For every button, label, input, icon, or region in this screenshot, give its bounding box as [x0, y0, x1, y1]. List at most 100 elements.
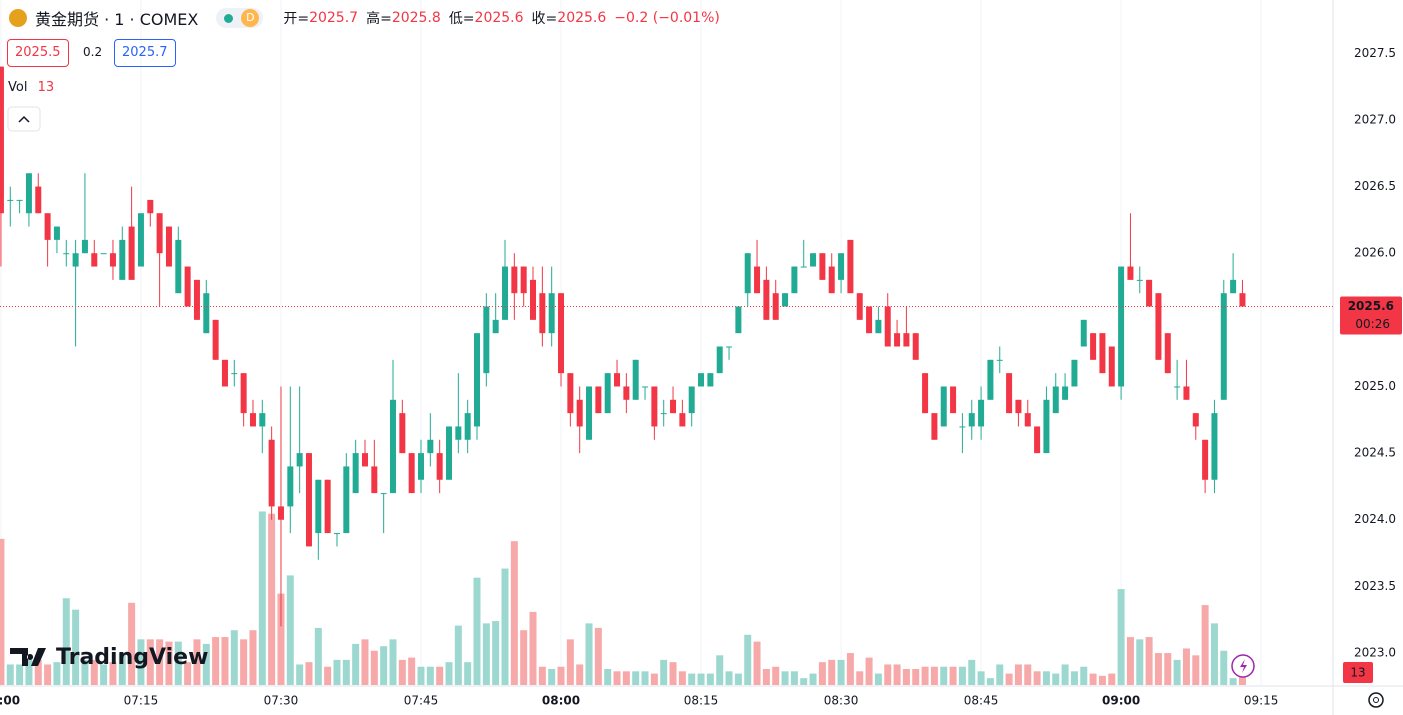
- volume-bar: [1033, 671, 1041, 685]
- candle-body: [16, 199, 23, 201]
- candle-body: [137, 213, 144, 267]
- volume-bar: [585, 623, 593, 685]
- candle-body: [436, 453, 443, 480]
- candle-body: [810, 253, 817, 267]
- candle-body: [464, 413, 471, 440]
- candle-body: [268, 439, 275, 507]
- volume-bar: [305, 662, 313, 685]
- candle-body: [1099, 333, 1106, 374]
- candle-body: [1239, 293, 1246, 307]
- volume-bar: [622, 671, 630, 685]
- volume-last-label: 13: [1350, 666, 1365, 680]
- candle-body: [576, 399, 583, 427]
- volume-bar: [90, 659, 98, 685]
- market-dot: [224, 13, 234, 23]
- volume-bar: [753, 641, 761, 685]
- volume-bar: [492, 621, 500, 685]
- volume-bar: [249, 630, 257, 685]
- candle-body: [1211, 413, 1218, 480]
- volume-bar: [1164, 653, 1172, 685]
- volume-bar: [0, 538, 5, 685]
- volume-bar: [408, 657, 416, 685]
- volume-bar: [464, 662, 472, 685]
- volume-bar: [165, 641, 173, 685]
- ohlc-label: 收=: [531, 11, 558, 27]
- volume-bar: [930, 666, 938, 685]
- y-tick-label: 2026.0: [1354, 246, 1396, 260]
- settings-icon-center: [1373, 697, 1379, 703]
- volume-bar: [25, 659, 33, 685]
- volume-bar: [53, 662, 61, 685]
- candle-body: [847, 239, 854, 294]
- volume-bar: [370, 650, 378, 685]
- logo-icon: [10, 648, 46, 666]
- volume-bar: [977, 671, 985, 685]
- volume-bar: [697, 673, 705, 685]
- volume-bar: [1024, 664, 1032, 685]
- x-tick-label: 08:00: [542, 694, 580, 708]
- collapse-button[interactable]: [7, 106, 41, 132]
- candle-body: [968, 413, 975, 427]
- candle-body: [53, 226, 60, 240]
- candle-body: [399, 413, 406, 454]
- change: −0.2 (−0.01%): [614, 10, 720, 26]
- volume-bar: [398, 659, 406, 685]
- volume-bar: [809, 673, 817, 685]
- axis-layer: 2023.02023.52024.02024.52025.02025.52026…: [0, 46, 1402, 708]
- candle-body: [996, 359, 1003, 361]
- candle-body: [175, 239, 182, 294]
- candle-body: [884, 306, 891, 347]
- candle-body: [1034, 426, 1041, 454]
- volume-bar: [800, 678, 808, 685]
- candle-body: [389, 399, 396, 494]
- candle-body: [446, 426, 453, 480]
- candle-body: [1220, 293, 1227, 400]
- volume-bar: [454, 625, 462, 685]
- candle-body: [343, 466, 350, 534]
- candle-body: [427, 439, 434, 454]
- volume-bar: [790, 671, 798, 685]
- candle-body: [165, 226, 172, 267]
- volume-bar: [202, 643, 210, 685]
- candle-body: [184, 266, 191, 307]
- status-badge: D: [216, 8, 264, 28]
- candle-body: [586, 386, 593, 440]
- volume-bar: [1042, 671, 1050, 685]
- candle-body: [595, 386, 602, 414]
- volume-bar: [744, 634, 752, 685]
- volume-bar: [996, 664, 1004, 685]
- volume-bar: [538, 666, 546, 685]
- bid-button[interactable]: 2025.5: [7, 39, 69, 67]
- volume-bar: [632, 671, 640, 685]
- volume-bar: [44, 664, 52, 685]
- volume-bar: [1052, 673, 1060, 685]
- y-tick-label: 2025.0: [1354, 379, 1396, 393]
- volume-bar: [146, 639, 154, 685]
- ohlc-value: 2025.6: [474, 10, 524, 26]
- settings-icon[interactable]: [1368, 692, 1384, 708]
- volume-bar: [417, 666, 425, 685]
- y-tick-label: 2026.5: [1354, 179, 1396, 193]
- symbol[interactable]: 黄金期货 · 1 · COMEX: [35, 10, 199, 29]
- volume-bar: [557, 666, 565, 685]
- volume-bar: [734, 673, 742, 685]
- ohlc-label: 高=: [366, 11, 392, 27]
- volume-bar: [1061, 664, 1069, 685]
- candle-body: [333, 533, 340, 535]
- volume-bar: [1220, 650, 1228, 685]
- volume-bar: [846, 653, 854, 685]
- volume-bar: [62, 598, 70, 685]
- volume-value: 13: [37, 80, 55, 95]
- ohlc-value: 2025.7: [309, 10, 359, 26]
- candle-body: [296, 453, 303, 467]
- candle-body: [744, 253, 751, 294]
- candle-body: [614, 373, 621, 387]
- volume-bar: [650, 673, 658, 685]
- ask-button[interactable]: 2025.7: [114, 39, 176, 67]
- candle-body: [1043, 399, 1050, 454]
- countdown-label: 00:26: [1355, 317, 1390, 331]
- alert-bolt: [1240, 659, 1247, 673]
- volume-bar: [137, 639, 145, 685]
- volume-bar: [706, 673, 714, 685]
